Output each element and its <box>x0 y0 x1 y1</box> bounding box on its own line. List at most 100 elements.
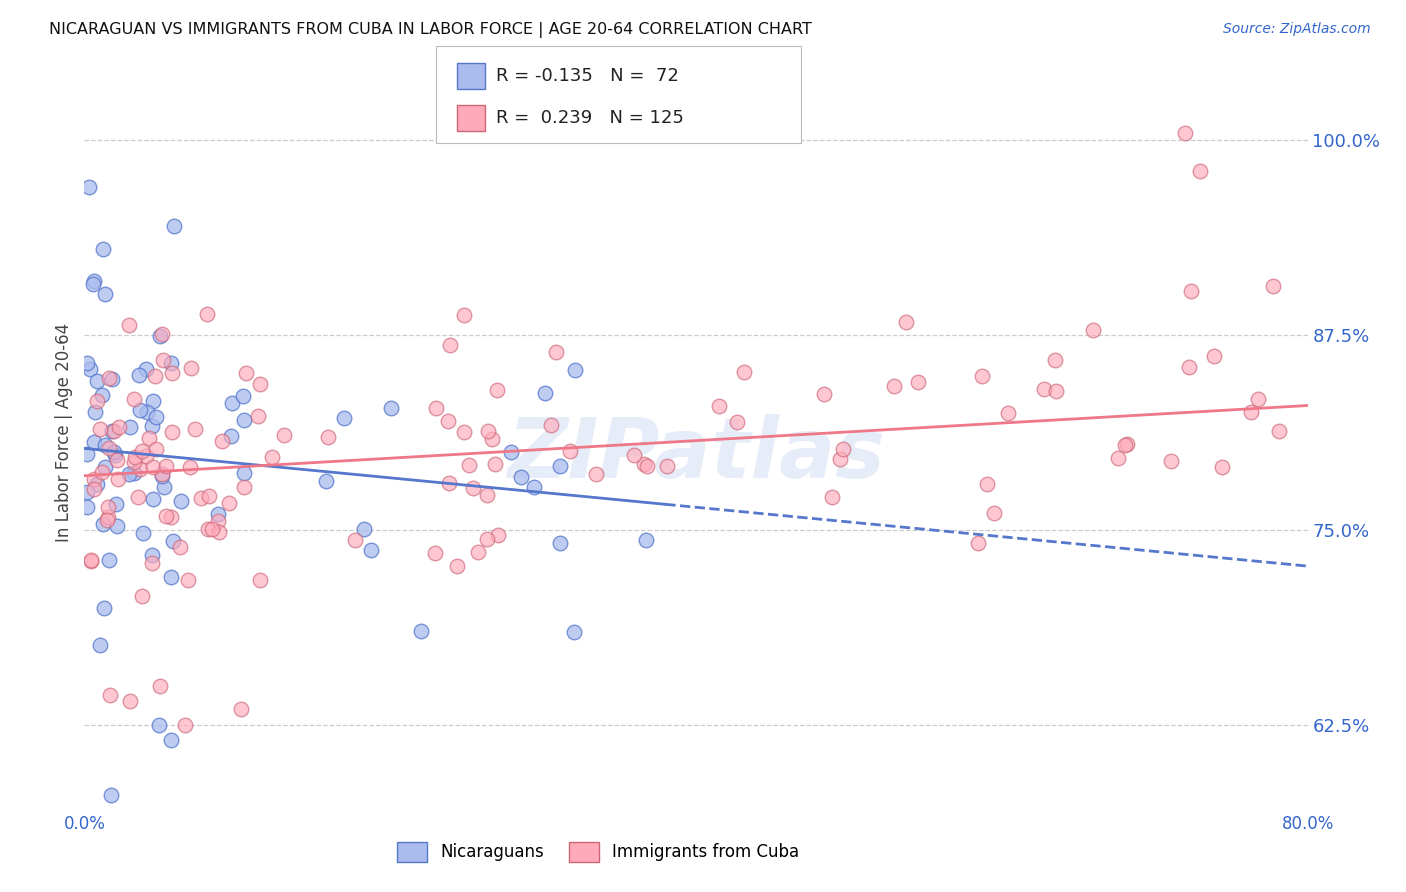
Nicaraguans <box>77 180 100 194</box>
Nicaraguans <box>103 445 125 459</box>
Immigrants from Cuba <box>558 444 581 458</box>
Immigrants from Cuba <box>179 459 201 474</box>
Nicaraguans <box>160 355 183 369</box>
Immigrants from Cuba <box>231 702 253 716</box>
Nicaraguans <box>93 517 115 532</box>
Immigrants from Cuba <box>1045 384 1067 398</box>
Nicaraguans <box>160 570 183 584</box>
Immigrants from Cuba <box>972 369 994 384</box>
Immigrants from Cuba <box>148 679 170 693</box>
Immigrants from Cuba <box>152 352 174 367</box>
Nicaraguans <box>141 548 163 562</box>
Nicaraguans <box>149 329 172 343</box>
Nicaraguans <box>142 393 165 408</box>
Nicaraguans <box>153 480 176 494</box>
Immigrants from Cuba <box>124 450 146 465</box>
Nicaraguans <box>118 420 141 434</box>
Nicaraguans <box>232 389 254 403</box>
Nicaraguans <box>534 385 557 400</box>
Immigrants from Cuba <box>1202 350 1225 364</box>
Immigrants from Cuba <box>485 383 508 397</box>
Immigrants from Cuba <box>484 457 506 471</box>
Immigrants from Cuba <box>190 491 212 505</box>
Nicaraguans <box>104 497 127 511</box>
Immigrants from Cuba <box>453 425 475 439</box>
Nicaraguans <box>101 424 124 438</box>
Text: R =  0.239   N = 125: R = 0.239 N = 125 <box>496 109 685 127</box>
Nicaraguans <box>159 733 181 747</box>
Immigrants from Cuba <box>733 365 755 379</box>
Nicaraguans <box>548 458 571 473</box>
Nicaraguans <box>132 526 155 541</box>
Immigrants from Cuba <box>233 480 256 494</box>
Nicaraguans <box>219 429 242 443</box>
Immigrants from Cuba <box>138 431 160 445</box>
Immigrants from Cuba <box>142 459 165 474</box>
Immigrants from Cuba <box>1081 323 1104 337</box>
Immigrants from Cuba <box>1268 424 1291 438</box>
Immigrants from Cuba <box>907 375 929 389</box>
Nicaraguans <box>232 413 254 427</box>
Immigrants from Cuba <box>481 433 503 447</box>
Nicaraguans <box>207 508 229 522</box>
Immigrants from Cuba <box>235 366 257 380</box>
Immigrants from Cuba <box>103 424 125 438</box>
Immigrants from Cuba <box>246 409 269 424</box>
Nicaraguans <box>93 287 115 301</box>
Immigrants from Cuba <box>141 557 163 571</box>
Immigrants from Cuba <box>655 458 678 473</box>
Immigrants from Cuba <box>198 490 221 504</box>
Immigrants from Cuba <box>160 425 183 439</box>
Nicaraguans <box>148 718 170 732</box>
Nicaraguans <box>162 219 184 233</box>
Immigrants from Cuba <box>1180 284 1202 298</box>
Nicaraguans <box>162 533 184 548</box>
Immigrants from Cuba <box>160 367 183 381</box>
Nicaraguans <box>101 371 124 385</box>
Immigrants from Cuba <box>98 441 121 455</box>
Immigrants from Cuba <box>160 509 183 524</box>
Immigrants from Cuba <box>176 574 198 588</box>
Immigrants from Cuba <box>813 387 835 401</box>
Immigrants from Cuba <box>1115 436 1137 450</box>
Nicaraguans <box>523 480 546 494</box>
Immigrants from Cuba <box>184 422 207 436</box>
Nicaraguans <box>135 404 157 418</box>
Immigrants from Cuba <box>105 453 128 467</box>
Immigrants from Cuba <box>195 307 218 321</box>
Nicaraguans <box>145 409 167 424</box>
Immigrants from Cuba <box>437 475 460 490</box>
Immigrants from Cuba <box>477 488 499 502</box>
Immigrants from Cuba <box>633 457 655 471</box>
Immigrants from Cuba <box>118 318 141 332</box>
Immigrants from Cuba <box>86 393 108 408</box>
Immigrants from Cuba <box>273 428 295 442</box>
Nicaraguans <box>170 494 193 508</box>
Nicaraguans <box>118 467 141 481</box>
Immigrants from Cuba <box>150 467 173 481</box>
Nicaraguans <box>83 435 105 450</box>
Immigrants from Cuba <box>150 326 173 341</box>
Immigrants from Cuba <box>976 476 998 491</box>
Nicaraguans <box>122 466 145 480</box>
Immigrants from Cuba <box>207 514 229 528</box>
Immigrants from Cuba <box>1114 438 1136 452</box>
Nicaraguans <box>86 477 108 491</box>
Nicaraguans <box>86 375 108 389</box>
Nicaraguans <box>76 484 98 499</box>
Immigrants from Cuba <box>249 376 271 391</box>
Nicaraguans <box>233 466 256 480</box>
Immigrants from Cuba <box>131 589 153 603</box>
Nicaraguans <box>93 438 115 452</box>
Immigrants from Cuba <box>211 434 233 448</box>
Immigrants from Cuba <box>344 533 367 548</box>
Immigrants from Cuba <box>97 500 120 515</box>
Immigrants from Cuba <box>1261 279 1284 293</box>
Immigrants from Cuba <box>143 368 166 383</box>
Immigrants from Cuba <box>98 371 121 385</box>
Immigrants from Cuba <box>636 458 658 473</box>
Immigrants from Cuba <box>894 315 917 329</box>
Text: R = -0.135   N =  72: R = -0.135 N = 72 <box>496 67 679 85</box>
Immigrants from Cuba <box>828 452 851 467</box>
Immigrants from Cuba <box>218 496 240 510</box>
